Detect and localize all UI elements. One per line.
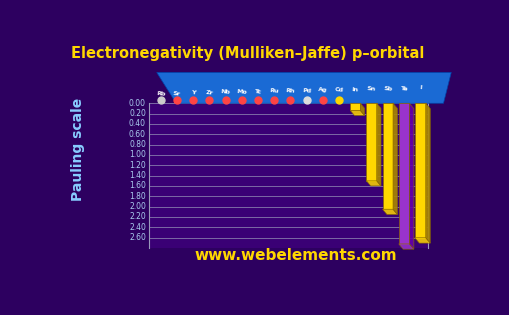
Text: Sn: Sn: [366, 86, 376, 92]
Bar: [149, 103, 427, 248]
Text: 1.00: 1.00: [129, 151, 146, 159]
Text: Rb: Rb: [155, 91, 165, 97]
Bar: [365, 103, 376, 181]
Polygon shape: [360, 103, 364, 116]
Text: Ag: Ag: [318, 87, 327, 93]
Text: In: In: [351, 87, 358, 92]
Polygon shape: [414, 238, 430, 243]
Bar: [414, 103, 425, 238]
Text: Sr: Sr: [173, 91, 181, 96]
Polygon shape: [376, 103, 380, 186]
Polygon shape: [382, 209, 397, 215]
Text: 1.20: 1.20: [129, 161, 146, 170]
Text: Tc: Tc: [254, 89, 261, 94]
Bar: [398, 103, 409, 244]
Text: 2.60: 2.60: [129, 233, 146, 242]
Text: 1.40: 1.40: [129, 171, 146, 180]
Text: Ru: Ru: [269, 88, 278, 94]
Polygon shape: [392, 103, 397, 215]
Text: 1.60: 1.60: [129, 181, 146, 191]
Text: 2.00: 2.00: [129, 202, 146, 211]
Polygon shape: [350, 111, 364, 116]
Text: Y: Y: [190, 90, 195, 96]
Text: I: I: [418, 85, 421, 91]
Text: 0.40: 0.40: [129, 119, 146, 129]
Text: Te: Te: [399, 86, 407, 91]
Polygon shape: [398, 244, 413, 249]
Text: 0.20: 0.20: [129, 109, 146, 118]
Text: Rh: Rh: [285, 88, 295, 94]
Text: Cd: Cd: [334, 87, 343, 93]
Polygon shape: [409, 103, 413, 249]
Text: Nb: Nb: [220, 89, 230, 95]
Text: 0.80: 0.80: [129, 140, 146, 149]
Text: 1.80: 1.80: [129, 192, 146, 201]
Text: 2.20: 2.20: [129, 213, 146, 221]
Text: Pauling scale: Pauling scale: [71, 98, 84, 201]
Text: 2.40: 2.40: [129, 223, 146, 232]
Polygon shape: [365, 181, 380, 186]
Text: Electronegativity (Mulliken–Jaffe) p–orbital: Electronegativity (Mulliken–Jaffe) p–orb…: [71, 45, 424, 60]
Text: Sb: Sb: [382, 86, 392, 92]
Polygon shape: [425, 103, 430, 243]
Bar: [382, 103, 392, 209]
Polygon shape: [156, 72, 450, 103]
Text: Mo: Mo: [236, 89, 247, 95]
Text: Zr: Zr: [205, 90, 213, 95]
Text: 0.60: 0.60: [129, 130, 146, 139]
Text: www.webelements.com: www.webelements.com: [194, 249, 397, 263]
Text: 0.00: 0.00: [129, 99, 146, 108]
Bar: [350, 103, 360, 111]
Text: Pd: Pd: [301, 88, 311, 94]
